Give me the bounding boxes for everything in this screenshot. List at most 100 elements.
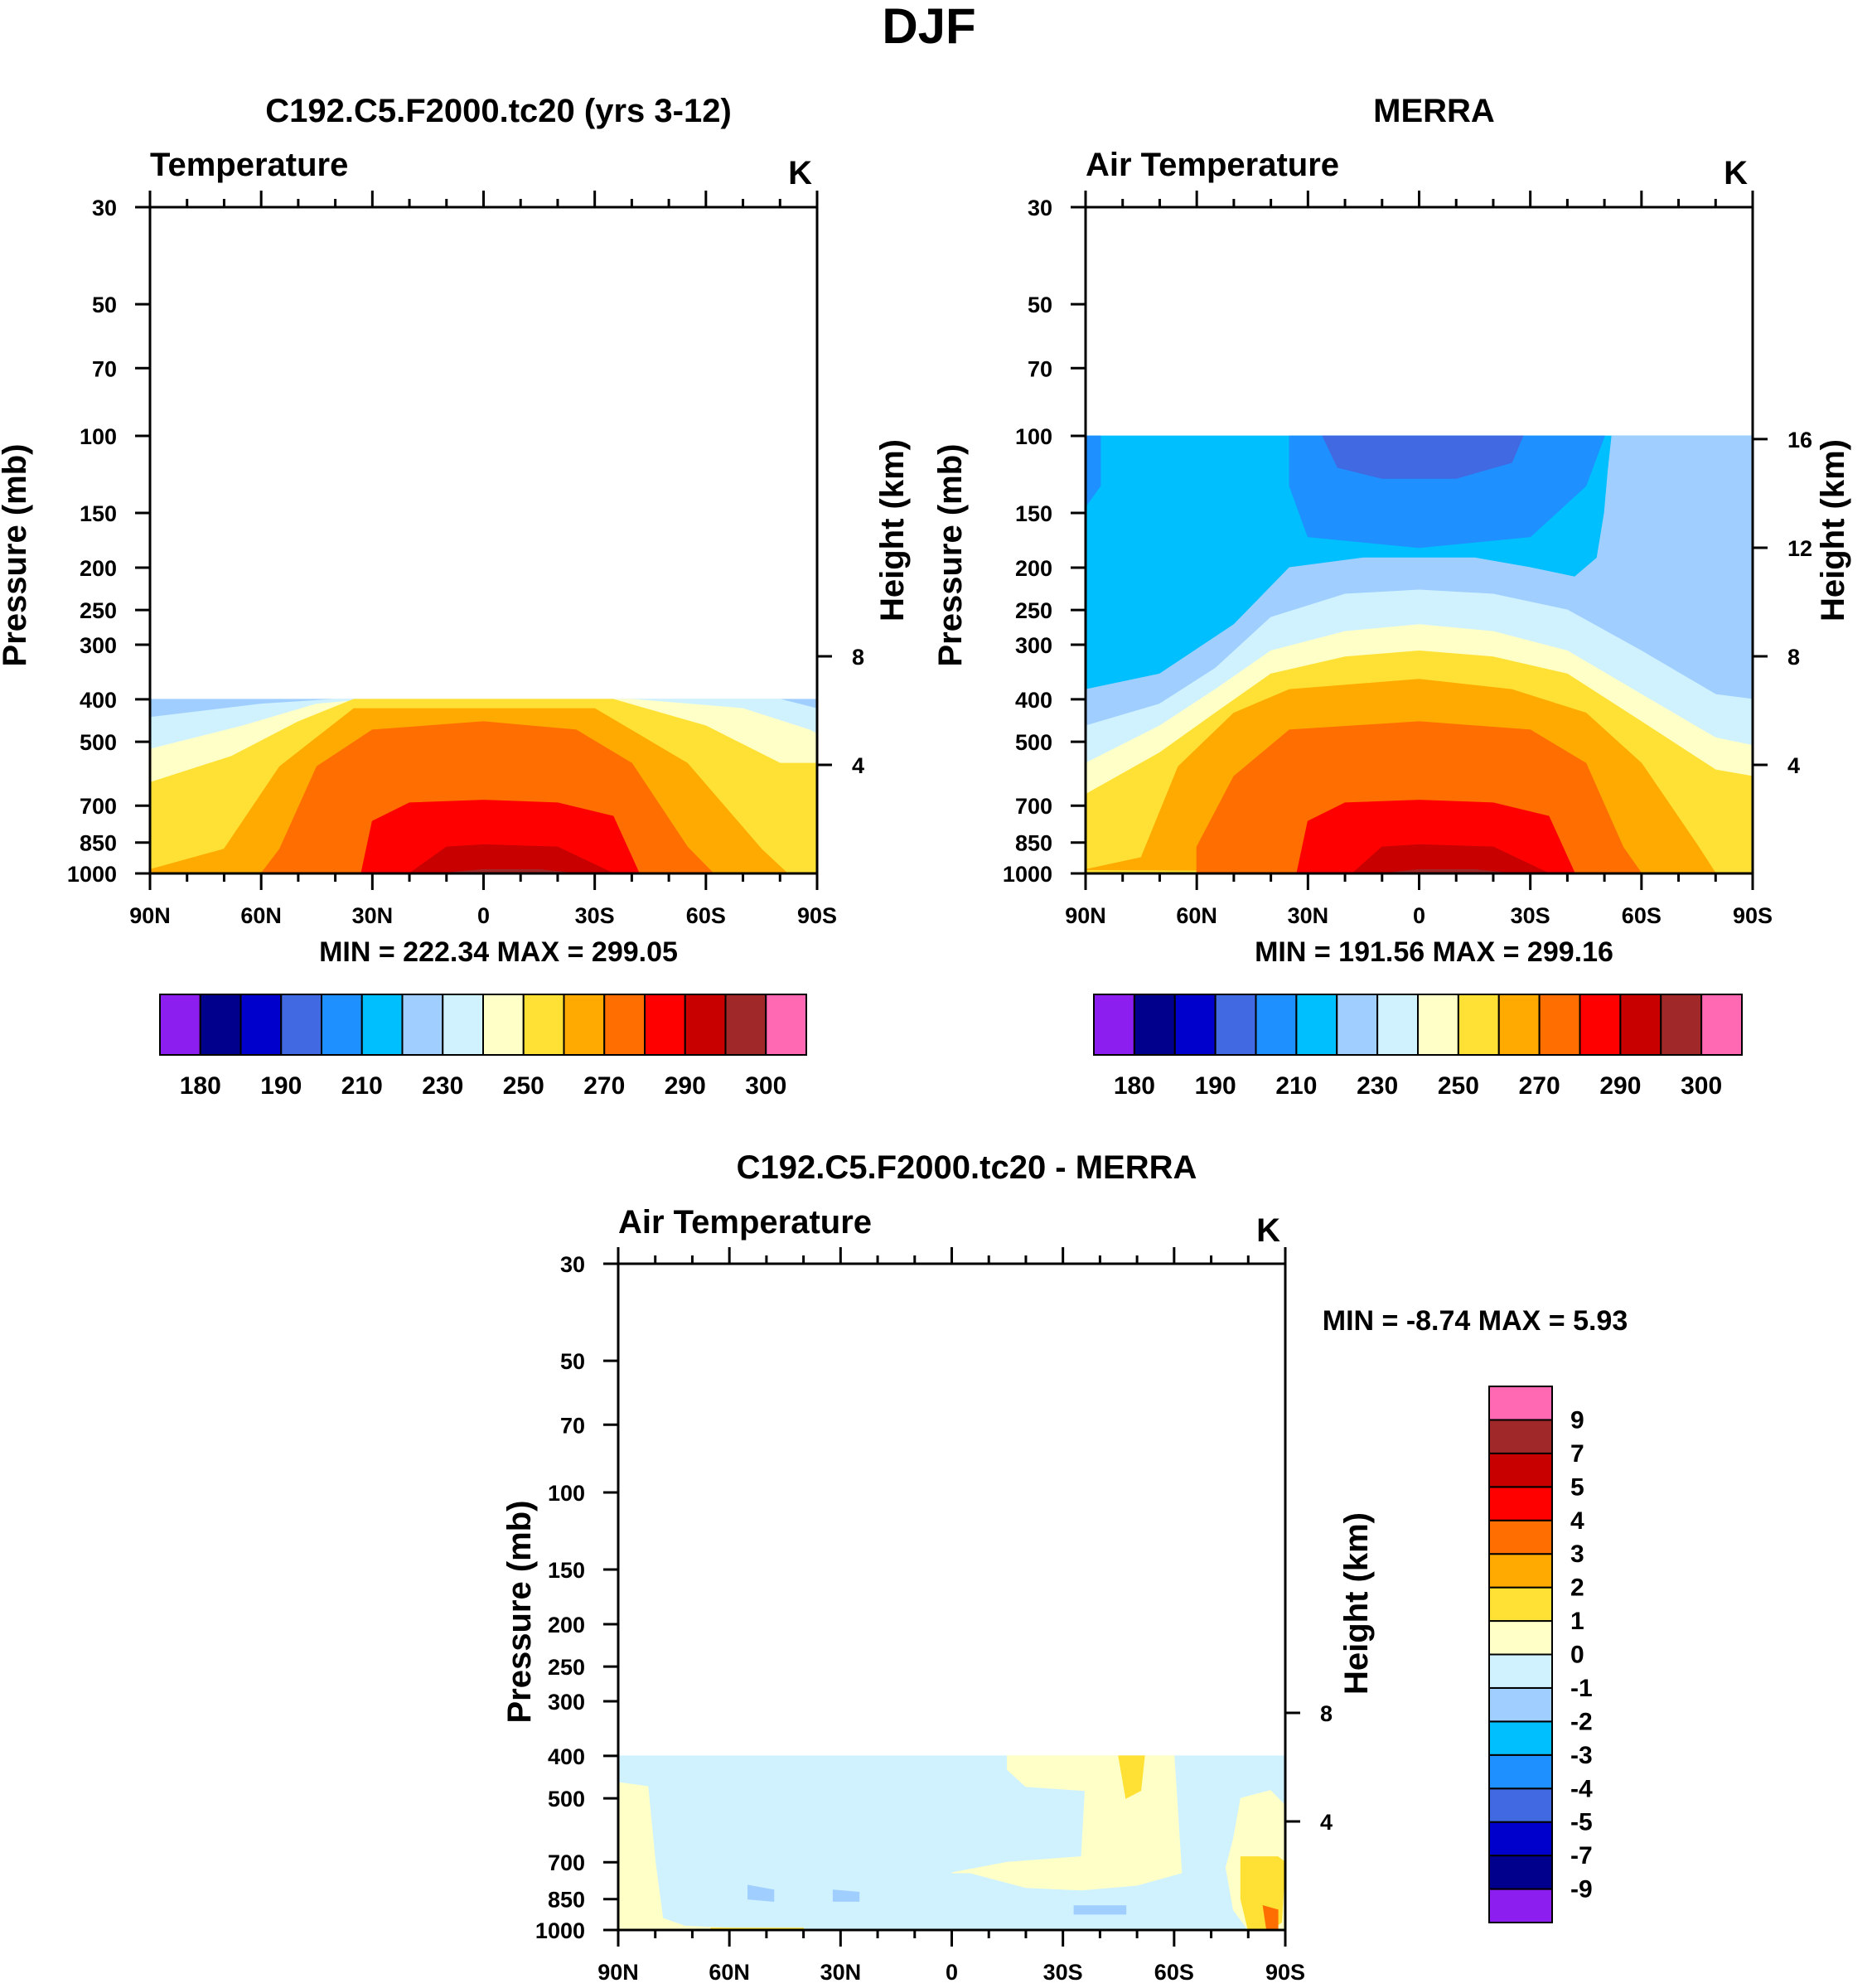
colorbar-label: 300 — [745, 1072, 786, 1100]
colorbar-swatch — [442, 994, 484, 1056]
colorbar-swatch — [1457, 994, 1500, 1056]
y-tick-label: 150 — [548, 1558, 585, 1583]
figure-title: DJF — [882, 0, 975, 54]
contour-band-1 — [1118, 1755, 1145, 1799]
colorbar-swatch — [522, 994, 565, 1056]
colorbar-label: 250 — [503, 1072, 544, 1100]
x-tick-label: 60N — [1176, 903, 1217, 928]
colorbar-label: 250 — [1438, 1072, 1479, 1100]
colorbar-swatch — [321, 994, 363, 1056]
colorbar-label: 300 — [1681, 1072, 1722, 1100]
colorbar-swatch — [1173, 994, 1217, 1056]
colorbar-swatch — [1488, 1821, 1553, 1857]
colorbar-swatch — [1488, 1753, 1553, 1790]
units-label: K — [1724, 155, 1748, 191]
height-tick-label: 8 — [852, 645, 864, 670]
y-tick-label: 700 — [1015, 794, 1052, 819]
y-tick-label: 50 — [92, 293, 117, 317]
y-tick-label: 1000 — [67, 862, 117, 887]
y-tick-label: 30 — [1028, 196, 1052, 220]
colorbar-swatch — [1488, 1855, 1553, 1890]
y-tick-label: 30 — [560, 1252, 585, 1277]
colorbar-label: 5 — [1570, 1473, 1584, 1501]
colorbar-swatch — [1488, 1787, 1553, 1823]
colorbar-label: 9 — [1570, 1406, 1584, 1434]
y-tick-label: 850 — [80, 831, 117, 856]
x-tick-label: 90N — [1065, 903, 1106, 928]
x-tick-label: 30S — [575, 903, 615, 928]
y-tick-label: 30 — [92, 196, 117, 220]
colorbar-swatch — [644, 994, 686, 1056]
colorbar-label: 180 — [1114, 1072, 1155, 1100]
colorbar-label: -4 — [1570, 1775, 1593, 1802]
y-tick-label: 300 — [548, 1690, 585, 1715]
y-tick-label: 70 — [92, 356, 117, 381]
x-tick-label: 60N — [240, 903, 282, 928]
x-tick-label: 60N — [709, 1960, 750, 1985]
y-tick-label: 500 — [80, 730, 117, 755]
variable-label: Air Temperature — [1086, 147, 1339, 183]
height-tick-label: 4 — [1787, 753, 1800, 778]
colorbar-swatch — [159, 994, 201, 1056]
panel-title: C192.C5.F2000.tc20 (yrs 3-12) — [265, 93, 732, 129]
contour-band-2 — [1262, 1905, 1279, 1930]
colorbar-label: 7 — [1570, 1440, 1584, 1468]
y-tick-label: 100 — [80, 424, 117, 449]
y-tick-label: 300 — [80, 633, 117, 658]
colorbar-label: 290 — [665, 1072, 706, 1100]
colorbar-swatch — [1093, 994, 1135, 1056]
colorbar-label: 180 — [180, 1072, 221, 1100]
colorbar-swatch — [1488, 1653, 1553, 1689]
height-tick-label: 4 — [852, 753, 864, 778]
y-tick-label: 200 — [80, 556, 117, 581]
contour-band--1 — [618, 1755, 1285, 1930]
height-tick-label: 8 — [1320, 1701, 1333, 1726]
colorbar-swatch — [724, 994, 767, 1056]
colorbar-label: 270 — [1519, 1072, 1560, 1100]
y-tick-label: 100 — [548, 1481, 585, 1506]
y-tick-label: 850 — [548, 1888, 585, 1913]
colorbar-label: 230 — [422, 1072, 463, 1100]
height-axis-label: Height (km) — [1338, 1512, 1375, 1695]
panel-title: MERRA — [1373, 93, 1495, 129]
y-tick-label: 250 — [1015, 598, 1052, 623]
colorbar-label: 2 — [1570, 1574, 1584, 1602]
x-tick-label: 30N — [1288, 903, 1329, 928]
colorbar-swatch — [1488, 1486, 1553, 1521]
x-tick-label: 60S — [1154, 1960, 1194, 1985]
colorbar-label: 290 — [1599, 1072, 1641, 1100]
colorbar-swatch — [1488, 1386, 1553, 1421]
colorbar-swatch — [1488, 1553, 1553, 1589]
x-tick-label: 30N — [820, 1960, 862, 1985]
variable-label: Temperature — [150, 147, 348, 183]
colorbar-swatch — [1336, 994, 1379, 1056]
y-tick-label: 1000 — [1003, 862, 1052, 887]
y-tick-label: 1000 — [535, 1918, 585, 1943]
height-tick-label: 4 — [1320, 1810, 1333, 1835]
colorbar-label: 190 — [1195, 1072, 1236, 1100]
y-tick-label: 100 — [1015, 424, 1052, 449]
colorbar-label: 210 — [341, 1072, 383, 1100]
colorbar-swatch — [1700, 994, 1743, 1056]
colorbar: 180 190 210 230 250 270 290 300 — [1093, 994, 1743, 1100]
colorbar-label: 1 — [1570, 1608, 1584, 1635]
colorbar-label: -3 — [1570, 1742, 1593, 1769]
x-tick-label: 0 — [1413, 903, 1425, 928]
height-axis-label: Height (km) — [874, 439, 911, 622]
colorbar-swatch — [1538, 994, 1581, 1056]
contour-band--2 — [1073, 1905, 1127, 1915]
height-axis-label: Height (km) — [1815, 439, 1851, 622]
height-tick-label: 12 — [1787, 536, 1812, 561]
y-axis-label: Pressure (mb) — [501, 1501, 538, 1724]
colorbar-label: -7 — [1570, 1842, 1593, 1869]
colorbar-swatch — [1417, 994, 1459, 1056]
variable-label: Air Temperature — [618, 1204, 872, 1241]
y-tick-label: 500 — [548, 1787, 585, 1811]
colorbar-swatch — [1497, 994, 1541, 1056]
y-tick-label: 400 — [548, 1744, 585, 1769]
x-tick-label: 60S — [686, 903, 726, 928]
y-axis-label: Pressure (mb) — [932, 444, 969, 667]
colorbar-swatch — [603, 994, 646, 1056]
y-tick-label: 50 — [1028, 293, 1052, 317]
